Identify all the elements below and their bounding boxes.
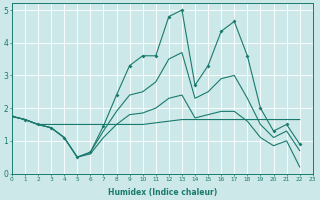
X-axis label: Humidex (Indice chaleur): Humidex (Indice chaleur) [108, 188, 217, 197]
